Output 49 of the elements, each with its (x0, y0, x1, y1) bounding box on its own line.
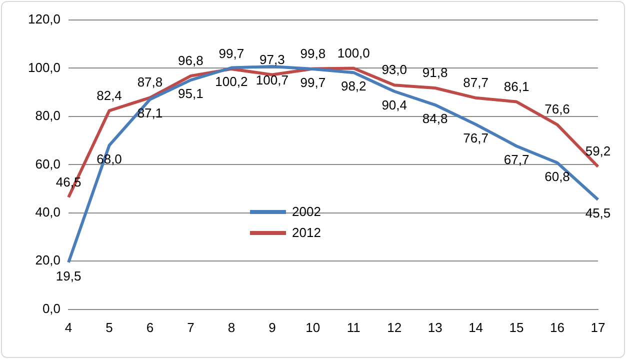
x-tick-label: 11 (346, 320, 360, 335)
y-tick-label: 80,0 (35, 108, 61, 124)
x-tick-label: 10 (306, 320, 320, 335)
data-label: 100,2 (215, 74, 248, 89)
data-label: 45,5 (585, 206, 611, 221)
data-label: 90,4 (382, 97, 408, 112)
data-label: 99,8 (300, 46, 326, 61)
x-tick-label: 15 (509, 320, 524, 335)
data-label: 97,3 (260, 52, 285, 67)
data-label: 87,7 (463, 74, 488, 90)
data-label: 99,7 (300, 75, 326, 90)
data-label: 87,1 (137, 105, 163, 120)
data-label: 96,8 (178, 53, 204, 68)
data-label: 93,0 (382, 62, 408, 78)
data-label: 100,7 (256, 72, 288, 88)
data-label: 87,8 (137, 74, 163, 90)
data-label: 86,1 (504, 78, 530, 94)
data-label: 82,4 (96, 88, 122, 103)
x-tick-label: 13 (428, 320, 442, 335)
data-label: 59,2 (585, 144, 611, 159)
y-tick-label: 20,0 (35, 252, 61, 268)
data-label: 67,7 (504, 152, 530, 168)
x-tick-label: 5 (106, 320, 113, 335)
legend-label: 2002 (292, 204, 321, 219)
data-label: 84,8 (422, 110, 448, 126)
x-tick-label: 7 (187, 320, 194, 335)
y-tick-label: 120,0 (28, 12, 61, 27)
data-label: 91,8 (422, 65, 448, 80)
data-label: 76,6 (544, 102, 570, 117)
y-tick-label: 0,0 (42, 300, 61, 316)
data-label: 95,1 (178, 86, 204, 102)
data-label: 100,0 (337, 45, 370, 60)
x-tick-label: 6 (146, 320, 154, 335)
x-tick-label: 14 (468, 320, 484, 335)
x-tick-label: 8 (228, 320, 236, 335)
data-label: 98,2 (340, 78, 366, 94)
data-label: 60,8 (544, 168, 570, 184)
data-label: 76,7 (463, 130, 488, 146)
y-tick-label: 100,0 (28, 60, 61, 75)
y-tick-label: 40,0 (35, 204, 61, 220)
data-label: 19,5 (56, 268, 82, 284)
legend-label: 2012 (292, 225, 321, 240)
x-tick-label: 4 (64, 320, 72, 335)
x-tick-label: 9 (268, 320, 276, 335)
x-tick-label: 12 (387, 320, 402, 335)
data-label: 99,7 (218, 46, 244, 62)
x-tick-label: 16 (550, 320, 565, 335)
x-tick-label: 17 (590, 320, 606, 335)
y-tick-label: 60,0 (35, 156, 61, 172)
